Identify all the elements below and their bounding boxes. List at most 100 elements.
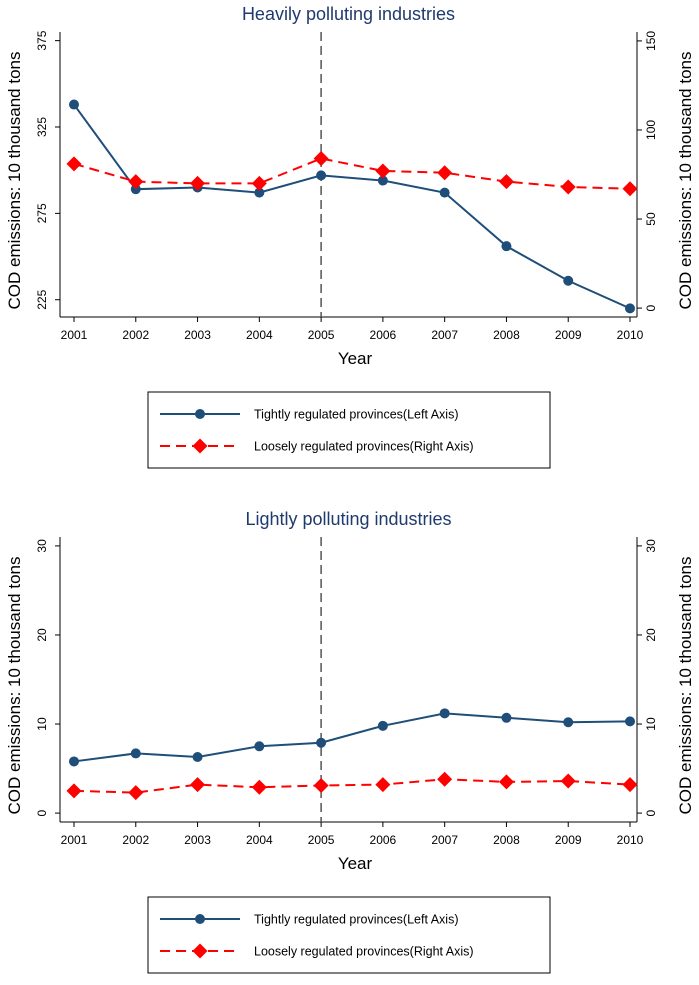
x-tick-label: 2008 (493, 328, 520, 342)
data-point (625, 303, 635, 314)
x-tick-label: 2005 (308, 328, 335, 342)
data-point (501, 712, 512, 723)
data-point (251, 779, 267, 795)
right-tick-label: 30 (644, 539, 658, 553)
data-point (190, 175, 206, 191)
data-point (313, 150, 329, 166)
x-tick-label: 2008 (493, 833, 520, 847)
legend-box (147, 896, 551, 974)
data-point (66, 783, 82, 799)
x-tick-label: 2004 (246, 328, 273, 342)
right-tick-label: 50 (644, 212, 658, 226)
x-tick-label: 2002 (122, 833, 149, 847)
x-tick-label: 2010 (617, 328, 644, 342)
x-tick-label: 2002 (122, 328, 149, 342)
legend-marker (195, 409, 205, 419)
x-tick-label: 2007 (431, 833, 458, 847)
right-tick-label: 20 (644, 628, 658, 642)
data-point (625, 716, 635, 727)
data-point (130, 748, 141, 759)
data-point (622, 181, 638, 197)
data-point (66, 156, 82, 172)
x-tick-label: 2006 (370, 328, 397, 342)
series-line-1 (73, 157, 631, 190)
data-point (501, 241, 512, 252)
right-tick-label: 0 (644, 809, 658, 816)
data-point (439, 708, 450, 719)
left-tick-label: 20 (35, 628, 49, 642)
data-point (192, 751, 203, 762)
x-tick-label: 2001 (61, 833, 88, 847)
left-tick-label: 325 (35, 117, 49, 137)
data-point (560, 773, 576, 789)
x-tick-label: 2003 (184, 833, 211, 847)
x-tick-label: 2010 (617, 833, 644, 847)
x-tick-label: 2005 (308, 833, 335, 847)
left-tick-label: 0 (35, 809, 49, 816)
data-point (69, 756, 79, 767)
legend-marker (195, 914, 205, 924)
right-tick-label: 150 (644, 31, 658, 51)
x-tick-label: 2001 (61, 328, 88, 342)
left-axis-label: COD emissions: 10 thousand tons (5, 52, 24, 310)
chart-title: Heavily polluting industries (242, 4, 455, 24)
data-point (254, 187, 265, 198)
left-axis-label: COD emissions: 10 thousand tons (5, 557, 24, 815)
data-point (437, 771, 453, 787)
legend-label: Tightly regulated provinces(Left Axis) (254, 913, 459, 927)
left-tick-label: 10 (35, 717, 49, 731)
chart-svg: Heavily polluting industries 225 275 325 375… (5, 4, 695, 469)
series-line-1 (73, 778, 631, 794)
right-tick-label: 100 (644, 120, 658, 140)
data-point (130, 184, 141, 195)
right-tick-label: 10 (644, 717, 658, 731)
legend-label: Loosely regulated provinces(Right Axis) (254, 945, 474, 959)
chart-heavily-polluting: Heavily polluting industries 225 275 325 375… (0, 0, 699, 480)
left-tick-label: 375 (35, 30, 49, 50)
data-point (563, 275, 574, 286)
data-point (563, 717, 574, 728)
left-tick-label: 275 (35, 203, 49, 223)
legend-marker (192, 438, 208, 454)
x-tick-label: 2009 (555, 833, 582, 847)
x-tick-label: 2009 (555, 328, 582, 342)
data-point (439, 187, 450, 198)
right-tick-label: 0 (644, 304, 658, 311)
right-axis-label: COD emissions: 10 thousand tons (676, 557, 695, 815)
left-tick-label: 225 (35, 289, 49, 309)
chart-title: Lightly polluting industries (245, 509, 451, 529)
data-point (316, 737, 327, 748)
data-point (254, 741, 265, 752)
x-axis-title: Year (338, 854, 373, 873)
data-point (375, 777, 391, 793)
series-line-0 (73, 103, 631, 310)
chart-svg: Lightly polluting industries 0 10 20 30 0 10 20… (5, 509, 695, 974)
x-axis-title: Year (338, 349, 373, 368)
data-point (190, 777, 206, 793)
data-point (251, 175, 267, 191)
legend-marker (192, 943, 208, 959)
x-tick-label: 2004 (246, 833, 273, 847)
x-tick-label: 2006 (370, 833, 397, 847)
x-tick-label: 2003 (184, 328, 211, 342)
data-point (622, 777, 638, 793)
data-point (69, 99, 79, 110)
chart-lightly-polluting: Lightly polluting industries 0 10 20 30 0 10 20… (0, 505, 699, 985)
data-point (313, 777, 329, 793)
data-point (128, 785, 144, 801)
data-point (128, 174, 144, 190)
series-line-0 (73, 712, 631, 763)
data-point (377, 175, 388, 186)
data-point (498, 174, 514, 190)
legend-label: Tightly regulated provinces(Left Axis) (254, 408, 459, 422)
legend-box (147, 391, 551, 469)
data-point (316, 170, 327, 181)
data-point (560, 179, 576, 195)
data-point (377, 720, 388, 731)
left-tick-label: 30 (35, 539, 49, 553)
data-point (437, 165, 453, 181)
data-point (498, 774, 514, 790)
x-tick-label: 2007 (431, 328, 458, 342)
data-point (375, 163, 391, 179)
legend-label: Loosely regulated provinces(Right Axis) (254, 440, 474, 454)
